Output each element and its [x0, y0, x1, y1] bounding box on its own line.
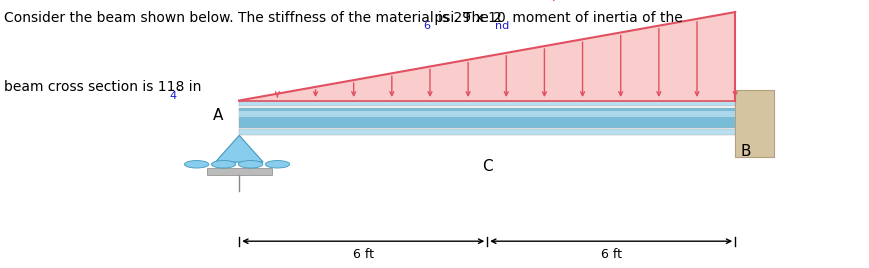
- Circle shape: [265, 161, 289, 168]
- Bar: [734, 90, 773, 157]
- Text: Consider the beam shown below. The stiffness of the material is 29 x 10: Consider the beam shown below. The stiff…: [4, 11, 506, 25]
- Text: 6 ft: 6 ft: [600, 248, 621, 261]
- Text: 6: 6: [422, 21, 430, 31]
- Bar: [239, 129, 734, 135]
- Text: psi. The 2: psi. The 2: [430, 11, 501, 25]
- Polygon shape: [216, 135, 263, 162]
- Text: .: .: [176, 80, 181, 94]
- Text: beam cross section is 118 in: beam cross section is 118 in: [4, 80, 202, 94]
- Bar: [239, 111, 734, 117]
- Circle shape: [238, 161, 262, 168]
- Bar: [207, 168, 272, 175]
- Text: C: C: [481, 159, 492, 174]
- Polygon shape: [239, 12, 734, 100]
- Text: 6 ft: 6 ft: [352, 248, 374, 261]
- Text: moment of inertia of the: moment of inertia of the: [507, 11, 682, 25]
- Text: 4: 4: [169, 91, 176, 101]
- Text: A: A: [213, 108, 223, 123]
- Text: nd: nd: [494, 21, 509, 31]
- Bar: [239, 100, 734, 106]
- Text: 2.5 kips/ft: 2.5 kips/ft: [506, 0, 589, 1]
- Text: B: B: [740, 144, 750, 159]
- Circle shape: [184, 161, 209, 168]
- Circle shape: [211, 161, 235, 168]
- Bar: [239, 108, 734, 128]
